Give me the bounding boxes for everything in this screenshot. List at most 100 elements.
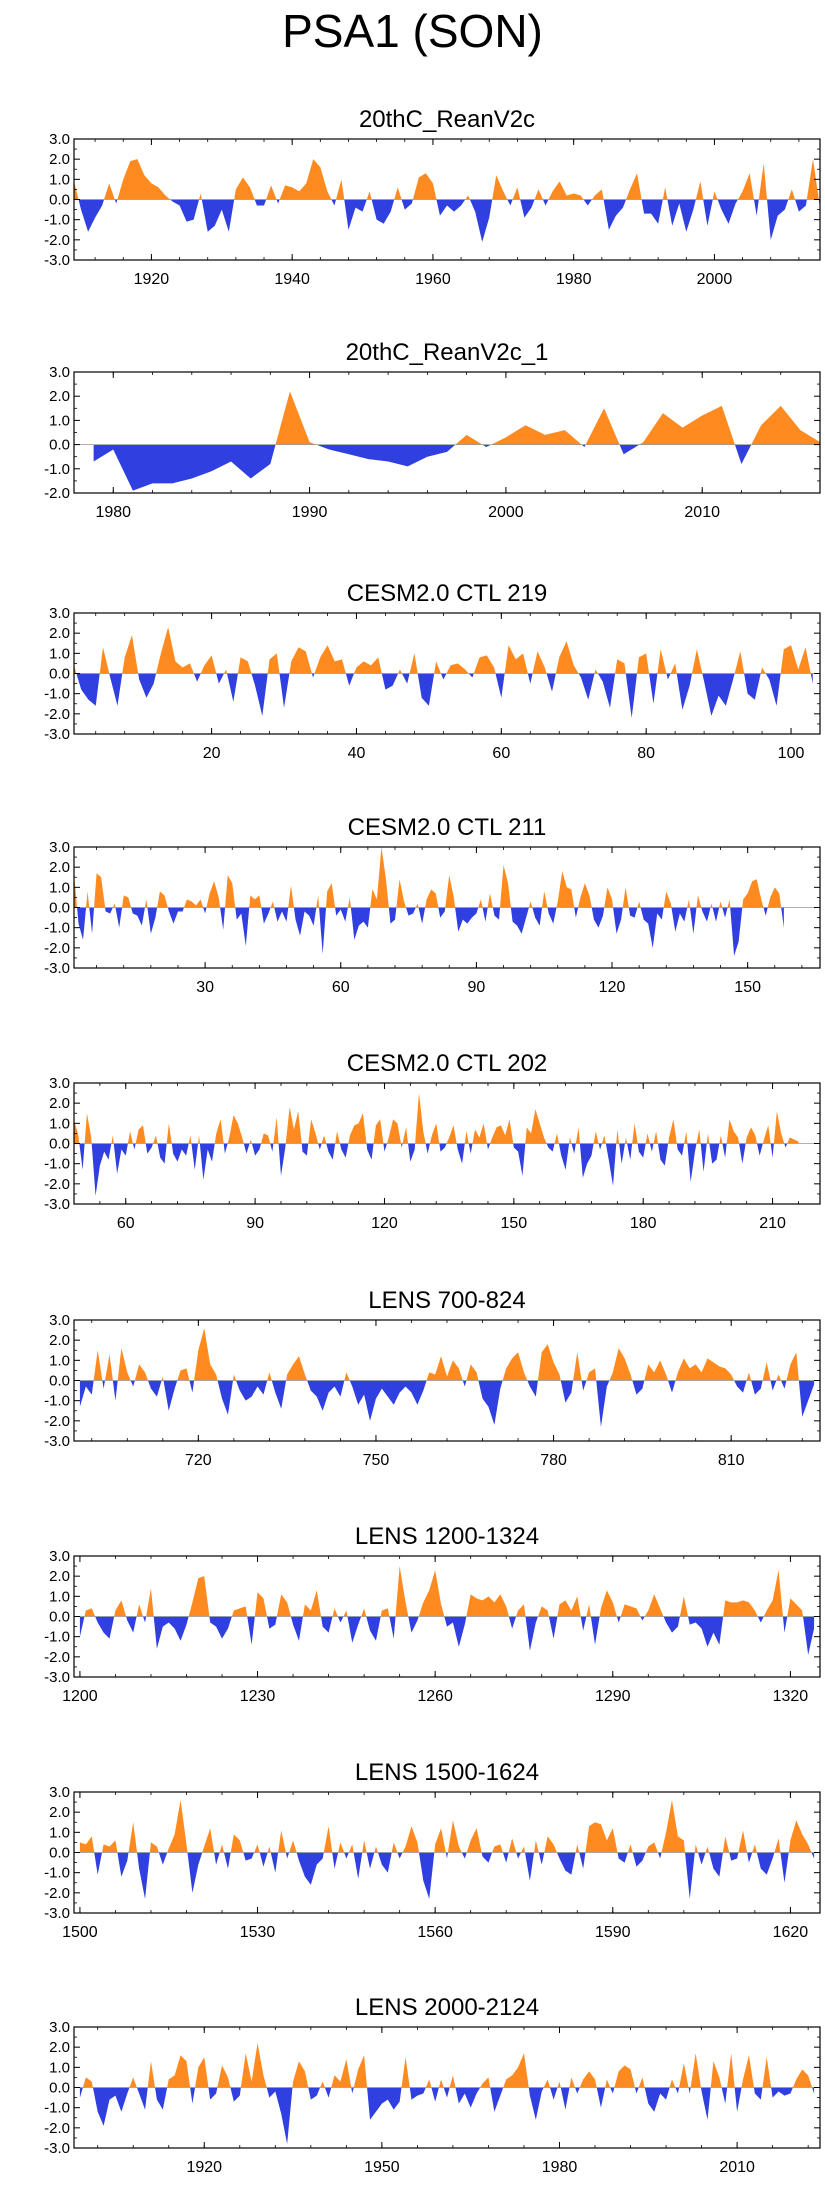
negative-area (771, 2087, 793, 2098)
negative-area (408, 1143, 416, 1162)
negative-area (155, 2087, 168, 2110)
negative-area (431, 2087, 439, 2102)
area-series (79, 1566, 815, 1655)
positive-area (134, 1364, 149, 1381)
negative-area (209, 1616, 232, 1639)
negative-area (443, 2087, 450, 2098)
negative-area (676, 1143, 685, 1156)
negative-area (462, 1380, 467, 1387)
negative-area (79, 1616, 85, 1637)
y-tick-label: -1.0 (44, 2100, 70, 2117)
positive-area (504, 645, 528, 674)
negative-area (444, 1616, 467, 1647)
negative-area (91, 1143, 112, 1196)
negative-area (367, 2087, 402, 2120)
y-tick-label: 1.0 (49, 171, 70, 188)
negative-area (722, 907, 728, 918)
positive-area (491, 425, 582, 445)
negative-area (201, 199, 235, 232)
negative-area (214, 1852, 220, 1865)
positive-area (788, 1820, 812, 1853)
negative-area (438, 907, 446, 918)
negative-area (381, 673, 399, 690)
negative-area (251, 673, 268, 716)
positive-area (353, 2055, 368, 2088)
positive-area (586, 1368, 597, 1381)
positive-area (374, 1846, 378, 1853)
positive-area (706, 1133, 710, 1144)
chart-panel: LENS 1200-1324 -3.0 -2.0 -1.0 0.0 1.0 2.0 3.0 12… (44, 1523, 821, 1705)
negative-area (542, 199, 549, 206)
positive-area (605, 2079, 611, 2088)
x-tick-label: 2000 (697, 271, 733, 288)
x-tick-label: 1230 (240, 1688, 276, 1705)
negative-area (605, 1143, 617, 1186)
positive-area (161, 1376, 164, 1381)
positive-area (314, 645, 346, 674)
negative-area (701, 907, 711, 922)
negative-area (279, 673, 290, 708)
negative-area (532, 907, 543, 926)
positive-area (438, 2079, 444, 2088)
positive-area (480, 2077, 491, 2088)
positive-area (156, 627, 194, 674)
positive-area (502, 1352, 528, 1381)
x-tick-label: 80 (637, 745, 655, 762)
positive-area (286, 1356, 308, 1381)
positive-area (690, 2053, 701, 2088)
negative-area (308, 2087, 321, 2100)
negative-area (171, 1143, 189, 1162)
chart-panel: CESM2.0 CTL 211 -3.0 -2.0 -1.0 0.0 1.0 2.0 3.0 3… (44, 814, 821, 996)
negative-area (405, 907, 416, 916)
y-tick-label: -2.0 (44, 485, 70, 502)
positive-area (738, 1830, 748, 1853)
negative-area (641, 199, 663, 224)
y-tick-label: 0.0 (49, 666, 70, 683)
negative-area (102, 1380, 105, 1389)
positive-area (316, 895, 320, 908)
x-tick-label: 1200 (62, 1688, 98, 1705)
positive-area (279, 159, 332, 200)
positive-area (343, 1610, 348, 1617)
x-tick-label: 1920 (186, 2159, 222, 2176)
negative-area (401, 199, 413, 210)
negative-area (95, 1616, 115, 1639)
positive-area (719, 901, 723, 908)
negative-area (147, 907, 158, 934)
y-tick-label: 3.0 (49, 1075, 70, 1092)
negative-area (157, 1143, 167, 1164)
negative-area (700, 2087, 711, 2120)
positive-area (249, 1139, 252, 1144)
negative-area (145, 1143, 154, 1154)
positive-area (679, 2063, 689, 2088)
positive-area (136, 1604, 144, 1617)
negative-area (344, 199, 367, 230)
negative-area (667, 199, 696, 232)
negative-area (525, 1616, 539, 1651)
positive-area (237, 657, 252, 674)
positive-area (362, 1840, 367, 1853)
negative-area (757, 1143, 763, 1156)
positive-area (426, 1356, 463, 1381)
positive-area (767, 887, 782, 908)
y-tick-label: -3.0 (44, 1669, 70, 1686)
positive-area (787, 1598, 804, 1617)
negative-area (78, 199, 105, 232)
positive-area (637, 653, 650, 674)
positive-area (254, 1592, 268, 1617)
y-tick-label: 2.0 (49, 625, 70, 642)
negative-area (558, 1143, 570, 1170)
positive-area (670, 663, 677, 674)
negative-area (278, 1143, 286, 1176)
positive-area (166, 1123, 172, 1144)
negative-area (757, 1616, 764, 1623)
x-tick-label: 180 (630, 1215, 657, 1232)
negative-area (739, 1143, 746, 1164)
negative-area (721, 2087, 728, 2104)
chart-panel: LENS 700-824 -3.0 -2.0 -1.0 0.0 1.0 2.0 3.0 720 7… (44, 1287, 821, 1469)
positive-area (604, 887, 614, 908)
positive-area (348, 1844, 354, 1853)
negative-area (507, 199, 513, 206)
positive-area (99, 647, 110, 674)
